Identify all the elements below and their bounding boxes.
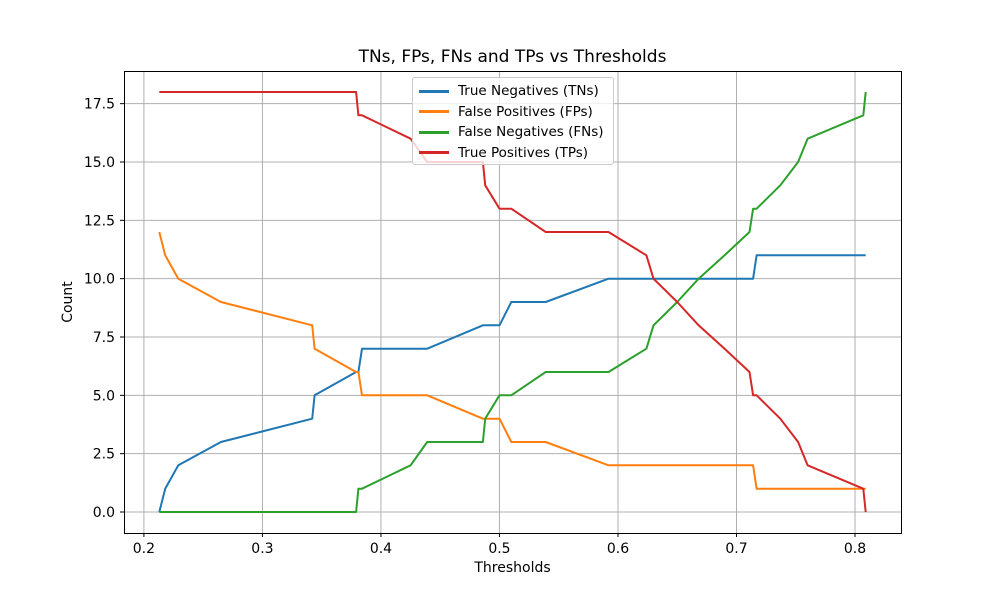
- y-tick-label: 5.0: [93, 388, 115, 404]
- x-tick-label: 0.8: [844, 541, 866, 557]
- y-tick-label: 0.0: [93, 505, 115, 521]
- legend-item-fns: False Negatives (FNs): [419, 122, 613, 143]
- legend-line-swatch-tns: [419, 89, 449, 93]
- y-tick-label: 12.5: [84, 213, 115, 229]
- x-tick-label: 0.4: [370, 541, 392, 557]
- legend-item-tns: True Negatives (TNs): [419, 81, 613, 102]
- y-tick-label: 10.0: [84, 272, 115, 288]
- legend: True Negatives (TNs) False Positives (FP…: [412, 77, 614, 165]
- legend-label-tps: True Positives (TPs): [458, 144, 589, 161]
- legend-item-tps: True Positives (TPs): [419, 143, 613, 164]
- y-tick-label: 17.5: [84, 97, 115, 113]
- legend-line-swatch-fps: [419, 110, 449, 114]
- x-tick-label: 0.3: [251, 541, 273, 557]
- x-tick-label: 0.6: [607, 541, 629, 557]
- series-line-tps: [159, 91, 867, 513]
- legend-item-fps: False Positives (FPs): [419, 102, 613, 123]
- legend-label-tns: True Negatives (TNs): [458, 83, 599, 100]
- chart-title: TNs, FPs, FNs and TPs vs Thresholds: [358, 47, 667, 67]
- axes-spines: [124, 71, 902, 534]
- x-axis-label: Thresholds: [474, 560, 551, 576]
- legend-line-swatch-fns: [419, 130, 449, 134]
- y-tick-label: 2.5: [93, 447, 115, 463]
- y-axis-label: Count: [60, 281, 76, 323]
- legend-line-swatch-tps: [419, 151, 449, 155]
- x-tick-label: 0.5: [488, 541, 510, 557]
- series-line-tns: [158, 254, 866, 513]
- legend-label-fps: False Positives (FPs): [458, 103, 593, 120]
- y-tick-label: 7.5: [93, 330, 115, 346]
- series-line-fns: [159, 91, 867, 513]
- legend-label-fns: False Negatives (FNs): [458, 124, 604, 141]
- series-line-fps: [158, 231, 866, 490]
- x-tick-label: 0.2: [133, 541, 155, 557]
- y-tick-label: 15.0: [84, 155, 115, 171]
- x-tick-label: 0.7: [725, 541, 747, 557]
